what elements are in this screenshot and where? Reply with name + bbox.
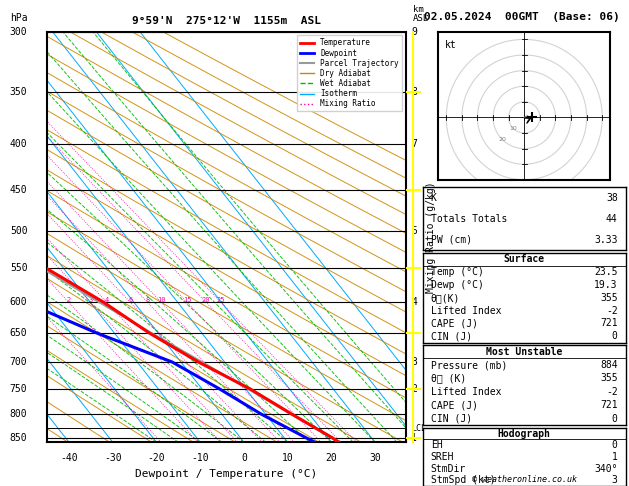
Text: CAPE (J): CAPE (J) — [431, 400, 478, 410]
Text: 400: 400 — [10, 139, 28, 149]
Text: 10: 10 — [509, 126, 517, 131]
Text: 6: 6 — [128, 296, 133, 303]
Text: 10: 10 — [282, 452, 294, 463]
Text: © weatheronline.co.uk: © weatheronline.co.uk — [472, 474, 577, 484]
Text: θᴇ (K): θᴇ (K) — [431, 373, 466, 383]
Text: 355: 355 — [600, 293, 618, 303]
Text: Temp (°C): Temp (°C) — [431, 267, 484, 277]
Text: Pressure (mb): Pressure (mb) — [431, 360, 507, 370]
Text: -2: -2 — [606, 306, 618, 315]
Text: -30: -30 — [104, 452, 121, 463]
Text: Mixing Ratio (g/kg): Mixing Ratio (g/kg) — [426, 181, 436, 293]
Text: 30: 30 — [369, 452, 381, 463]
Text: 25: 25 — [217, 296, 225, 303]
Text: kt: kt — [445, 40, 457, 51]
Text: 300: 300 — [10, 27, 28, 36]
Text: 3: 3 — [89, 296, 93, 303]
Text: 0: 0 — [612, 331, 618, 341]
Text: 800: 800 — [10, 409, 28, 419]
Text: CIN (J): CIN (J) — [431, 331, 472, 341]
Text: 20: 20 — [202, 296, 211, 303]
Text: Totals Totals: Totals Totals — [431, 214, 507, 224]
Text: 44: 44 — [606, 214, 618, 224]
Text: -40: -40 — [60, 452, 78, 463]
Text: 0: 0 — [612, 440, 618, 450]
Text: 884: 884 — [600, 360, 618, 370]
Text: 350: 350 — [10, 87, 28, 97]
Text: 2: 2 — [411, 384, 417, 394]
Text: 0: 0 — [612, 414, 618, 424]
Text: LCL: LCL — [411, 424, 426, 433]
Text: StmSpd (kt): StmSpd (kt) — [431, 475, 496, 485]
Text: 700: 700 — [10, 357, 28, 367]
Text: 721: 721 — [600, 400, 618, 410]
Text: 340°: 340° — [594, 464, 618, 473]
Text: 650: 650 — [10, 328, 28, 338]
Text: Lifted Index: Lifted Index — [431, 306, 501, 315]
Text: 600: 600 — [10, 297, 28, 307]
Text: Dewp (°C): Dewp (°C) — [431, 280, 484, 290]
Text: 02.05.2024  00GMT  (Base: 06): 02.05.2024 00GMT (Base: 06) — [424, 12, 620, 22]
Text: 9: 9 — [411, 27, 417, 36]
Text: 355: 355 — [600, 373, 618, 383]
Text: 721: 721 — [600, 318, 618, 329]
Text: Most Unstable: Most Unstable — [486, 347, 562, 357]
Text: 850: 850 — [10, 433, 28, 443]
Text: Hodograph: Hodograph — [498, 429, 551, 438]
Text: StmDir: StmDir — [431, 464, 466, 473]
Text: 7: 7 — [411, 139, 417, 149]
Text: PW (cm): PW (cm) — [431, 235, 472, 245]
Text: Surface: Surface — [504, 254, 545, 264]
Text: SREH: SREH — [431, 452, 454, 462]
Text: 2: 2 — [67, 296, 71, 303]
Text: 3: 3 — [411, 357, 417, 367]
Text: 8: 8 — [411, 87, 417, 97]
Text: -2: -2 — [606, 387, 618, 397]
Text: θᴇ(K): θᴇ(K) — [431, 293, 460, 303]
Text: 4: 4 — [105, 296, 109, 303]
Text: 20: 20 — [325, 452, 337, 463]
Text: km
ASL: km ASL — [413, 5, 429, 23]
Text: 500: 500 — [10, 226, 28, 236]
Text: 550: 550 — [10, 263, 28, 273]
Text: 10: 10 — [157, 296, 166, 303]
Text: 15: 15 — [183, 296, 192, 303]
Text: EH: EH — [431, 440, 443, 450]
Legend: Temperature, Dewpoint, Parcel Trajectory, Dry Adiabat, Wet Adiabat, Isotherm, Mi: Temperature, Dewpoint, Parcel Trajectory… — [298, 35, 402, 111]
Text: K: K — [431, 192, 437, 203]
Text: 3.33: 3.33 — [594, 235, 618, 245]
Text: 1: 1 — [612, 452, 618, 462]
Text: 4: 4 — [411, 297, 417, 307]
Text: Dewpoint / Temperature (°C): Dewpoint / Temperature (°C) — [135, 469, 318, 479]
Text: -20: -20 — [148, 452, 165, 463]
Text: CAPE (J): CAPE (J) — [431, 318, 478, 329]
Text: 38: 38 — [606, 192, 618, 203]
Text: 9°59'N  275°12'W  1155m  ASL: 9°59'N 275°12'W 1155m ASL — [132, 16, 321, 26]
Text: CIN (J): CIN (J) — [431, 414, 472, 424]
Text: 8: 8 — [146, 296, 150, 303]
Text: 23.5: 23.5 — [594, 267, 618, 277]
Text: 5: 5 — [411, 226, 417, 236]
Text: 19.3: 19.3 — [594, 280, 618, 290]
Text: hPa: hPa — [10, 14, 28, 23]
Text: 3: 3 — [612, 475, 618, 485]
Text: 0: 0 — [241, 452, 247, 463]
Text: 20: 20 — [499, 137, 506, 142]
Text: Lifted Index: Lifted Index — [431, 387, 501, 397]
Text: -10: -10 — [191, 452, 209, 463]
Text: 450: 450 — [10, 185, 28, 195]
Text: 1: 1 — [411, 433, 417, 443]
Text: 750: 750 — [10, 384, 28, 394]
